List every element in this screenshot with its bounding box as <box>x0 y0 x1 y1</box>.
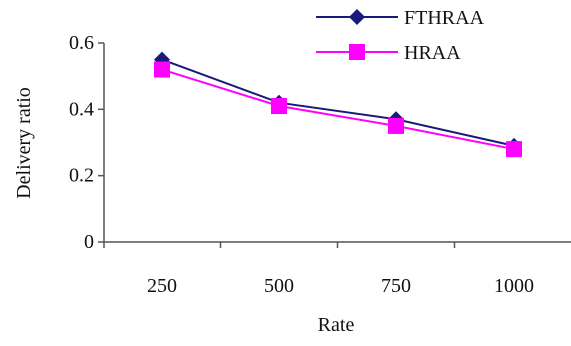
series-hraa <box>154 61 522 158</box>
data-point-hraa <box>388 117 404 134</box>
y-tick-label: 0.4 <box>69 98 94 120</box>
x-ticks: 250 500 750 1000 <box>103 242 534 297</box>
x-tick-label: 250 <box>147 275 177 297</box>
legend: FTHRAA HRAA <box>316 7 485 64</box>
legend-item-fthraa: FTHRAA <box>316 7 485 29</box>
x-tick-label: 500 <box>264 275 294 297</box>
series-line-fthraa <box>161 58 515 147</box>
data-point-legend-fthraa <box>349 9 365 25</box>
x-tick-label: 1000 <box>494 275 534 297</box>
x-axis-label: Rate <box>318 314 355 336</box>
data-point-legend-hraa <box>349 44 365 60</box>
y-axis-label: Delivery ratio <box>13 87 35 199</box>
legend-label: FTHRAA <box>404 7 485 29</box>
x-tick-label: 750 <box>381 275 411 297</box>
series-line-hraa <box>161 68 515 151</box>
series-fthraa <box>154 51 522 154</box>
data-point-fthraa <box>154 51 170 68</box>
y-tick-label: 0.2 <box>69 165 94 187</box>
series-layer <box>154 51 522 158</box>
y-tick-label: 0 <box>84 231 94 253</box>
data-point-hraa <box>154 61 170 78</box>
data-point-hraa <box>506 141 522 158</box>
data-point-hraa <box>271 98 287 115</box>
legend-label: HRAA <box>404 42 461 64</box>
y-tick-label: 0.6 <box>69 32 94 54</box>
legend-item-hraa: HRAA <box>316 42 461 64</box>
y-ticks: 0 0.2 0.4 0.6 <box>69 32 104 253</box>
